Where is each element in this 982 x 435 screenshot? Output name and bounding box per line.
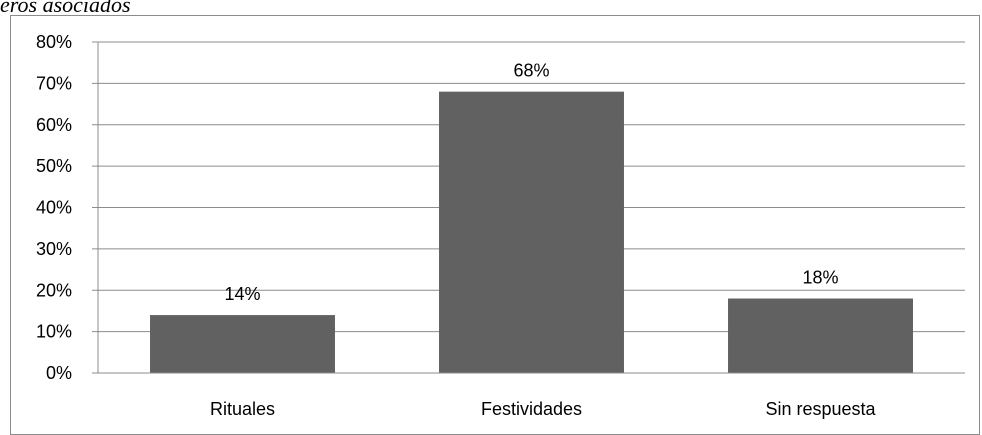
- x-category-label: Festividades: [481, 399, 582, 419]
- x-category-label: Rituales: [210, 399, 275, 419]
- x-category-label: Sin respuesta: [765, 399, 876, 419]
- y-tick-label: 50%: [36, 156, 72, 176]
- data-label: 68%: [513, 61, 549, 81]
- bar: [439, 91, 624, 374]
- y-tick-label: 0%: [46, 363, 72, 383]
- y-tick-label: 40%: [36, 198, 72, 218]
- y-tick-label: 30%: [36, 239, 72, 259]
- bar: [728, 298, 913, 373]
- figure-caption: eros asociados: [0, 0, 131, 17]
- bar: [150, 315, 335, 373]
- data-label: 18%: [802, 268, 838, 288]
- data-label: 14%: [224, 284, 260, 304]
- y-tick-label: 60%: [36, 115, 72, 135]
- y-tick-label: 80%: [36, 32, 72, 52]
- y-tick-label: 10%: [36, 322, 72, 342]
- y-tick-label: 70%: [36, 73, 72, 93]
- y-tick-label: 20%: [36, 280, 72, 300]
